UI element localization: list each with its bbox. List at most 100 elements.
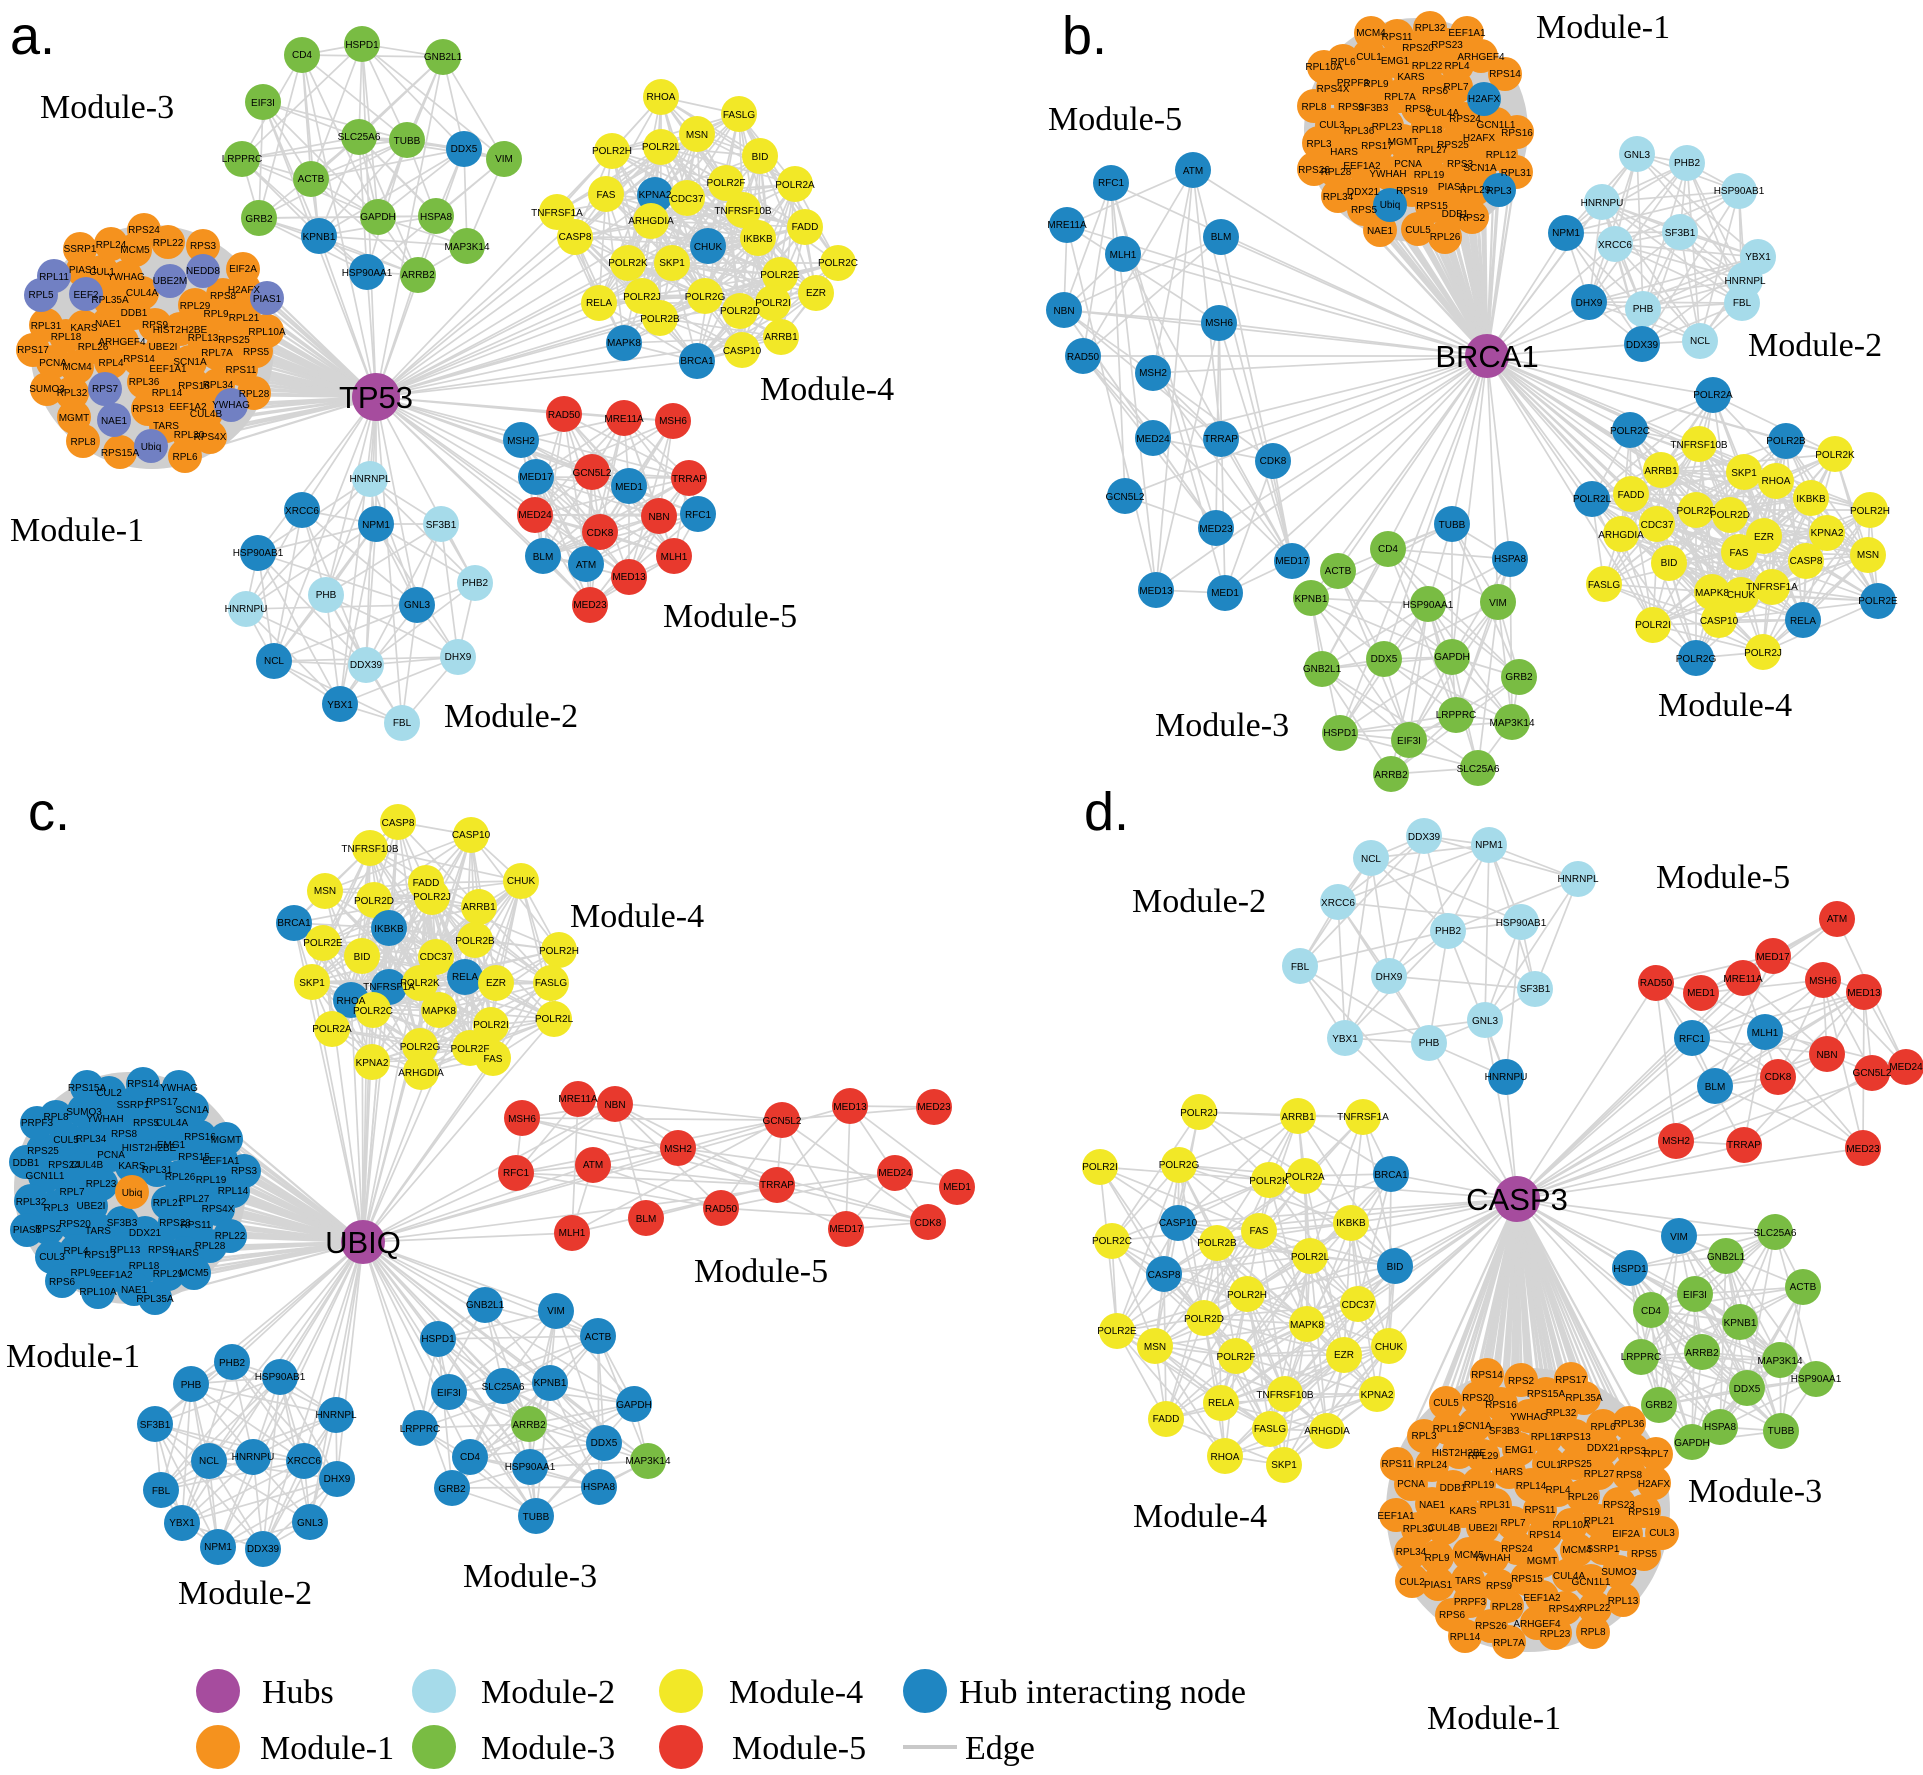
svg-text:KPNB1: KPNB1 [1295,594,1328,605]
svg-text:YBX1: YBX1 [327,700,353,711]
svg-text:HSP90AA1: HSP90AA1 [1403,600,1454,611]
svg-text:HSPD1: HSPD1 [345,40,379,51]
svg-text:TP53: TP53 [339,380,413,415]
svg-text:RPL26: RPL26 [165,1172,196,1183]
svg-text:YWHAG: YWHAG [107,272,145,283]
svg-text:DDB1: DDB1 [121,308,148,319]
svg-text:MED24: MED24 [1136,434,1170,445]
svg-text:RPL4: RPL4 [63,1246,88,1257]
svg-text:TUBB: TUBB [394,136,421,147]
svg-text:RPS16: RPS16 [184,1132,216,1143]
svg-text:ARHGDIA: ARHGDIA [628,216,674,227]
svg-text:Edge: Edge [965,1730,1035,1767]
svg-text:RPS15: RPS15 [1416,201,1448,212]
svg-text:ARHGEF4: ARHGEF4 [1513,1619,1561,1630]
svg-text:NAE1: NAE1 [121,1285,148,1296]
svg-text:CASP8: CASP8 [382,818,415,829]
svg-text:KPNB1: KPNB1 [303,232,336,243]
svg-text:GNB2L1: GNB2L1 [1707,1252,1746,1263]
svg-text:TUBB: TUBB [1439,520,1466,531]
svg-text:RPS14: RPS14 [127,1079,159,1090]
svg-text:RPS8: RPS8 [1616,1470,1643,1481]
svg-text:MAP3K14: MAP3K14 [1489,718,1534,729]
svg-text:RPL19: RPL19 [1414,170,1445,181]
svg-text:RPS8: RPS8 [1405,104,1432,115]
svg-text:POLR2J: POLR2J [413,892,451,903]
svg-text:PIAS1: PIAS1 [1424,1580,1453,1591]
svg-text:GNL3: GNL3 [404,600,431,611]
svg-text:TNFRSF1A: TNFRSF1A [363,982,415,993]
svg-text:YBX1: YBX1 [1745,252,1771,263]
svg-text:RPL12: RPL12 [1486,150,1517,161]
svg-text:RFC1: RFC1 [503,1168,530,1179]
svg-text:MSN: MSN [1144,1342,1166,1353]
svg-text:KARS: KARS [1449,1506,1477,1517]
svg-text:BLM: BLM [533,552,554,563]
svg-text:CUL5: CUL5 [53,1135,79,1146]
svg-text:MLH1: MLH1 [1110,250,1137,261]
svg-text:RPL34: RPL34 [1323,192,1354,203]
svg-text:NAE1: NAE1 [101,416,128,427]
svg-text:RPL18: RPL18 [1412,125,1443,136]
svg-text:HNRNPU: HNRNPU [225,604,268,615]
svg-text:HSP90AB1: HSP90AB1 [1496,918,1547,929]
svg-text:RPS15A: RPS15A [1527,1389,1566,1400]
svg-text:KPNB1: KPNB1 [1724,1318,1757,1329]
svg-text:POLR2E: POLR2E [1097,1326,1137,1337]
svg-text:TNFRSF1A: TNFRSF1A [531,208,583,219]
svg-text:GNB2L1: GNB2L1 [466,1300,505,1311]
svg-text:MSH6: MSH6 [1809,976,1837,987]
svg-text:RPL30: RPL30 [1403,1524,1434,1535]
svg-text:GAPDH: GAPDH [616,1400,652,1411]
svg-text:RPL22: RPL22 [215,1231,246,1242]
svg-text:NBN: NBN [1816,1050,1837,1061]
svg-text:RPS24: RPS24 [1449,114,1481,125]
svg-text:RHOA: RHOA [337,996,366,1007]
svg-text:TNFRSF1A: TNFRSF1A [1746,582,1798,593]
svg-text:MED13: MED13 [1847,988,1881,999]
svg-text:RPS25: RPS25 [1437,140,1469,151]
svg-text:Module-3: Module-3 [463,1558,597,1595]
svg-text:RPL23: RPL23 [86,1179,117,1190]
svg-text:MED13: MED13 [833,1102,867,1113]
svg-text:RPS17: RPS17 [1555,1375,1587,1386]
svg-text:RPL32: RPL32 [57,388,88,399]
svg-text:FASLG: FASLG [535,978,567,989]
svg-text:DDX5: DDX5 [591,1438,618,1449]
svg-text:SCN1A: SCN1A [173,357,207,368]
svg-text:Module-2: Module-2 [481,1674,615,1711]
svg-text:DDX39: DDX39 [247,1544,280,1555]
svg-text:TRRAP: TRRAP [760,1180,794,1191]
svg-text:Module-3: Module-3 [1155,707,1289,744]
svg-text:SUMO3: SUMO3 [66,1107,102,1118]
svg-text:POLR2H: POLR2H [1850,506,1890,517]
svg-text:RPS3: RPS3 [1447,159,1474,170]
svg-text:HNRNPL: HNRNPL [349,474,391,485]
svg-text:RPL4: RPL4 [1545,1485,1570,1496]
svg-text:ARHGEF4: ARHGEF4 [98,337,146,348]
svg-text:RPS9: RPS9 [1486,1581,1513,1592]
svg-text:FAS: FAS [484,1054,503,1065]
svg-text:ACTB: ACTB [298,174,325,185]
svg-text:Ubiq: Ubiq [1380,200,1401,211]
svg-text:POLR2H: POLR2H [1227,1290,1267,1301]
svg-text:FADD: FADD [1618,490,1645,501]
svg-text:RPS16: RPS16 [1485,1400,1517,1411]
svg-text:MED17: MED17 [829,1224,863,1235]
svg-text:RPS2: RPS2 [1459,213,1486,224]
svg-text:MLH1: MLH1 [661,552,688,563]
svg-text:VIM: VIM [1489,598,1507,609]
svg-text:SSRP1: SSRP1 [1587,1544,1620,1555]
svg-text:YWHAG: YWHAG [160,1083,198,1094]
svg-text:RPL19: RPL19 [196,1175,227,1186]
svg-text:HNRNPL: HNRNPL [1724,276,1766,287]
svg-text:RPL27: RPL27 [1584,1469,1615,1480]
svg-text:CUL4B: CUL4B [71,1160,104,1171]
svg-text:RPL9: RPL9 [70,1268,95,1279]
svg-text:PHB2: PHB2 [462,578,489,589]
svg-text:CUL5: CUL5 [1405,225,1431,236]
svg-text:CDK8: CDK8 [1260,456,1287,467]
svg-text:XRCC6: XRCC6 [1321,898,1355,909]
svg-text:CHUK: CHUK [1375,1342,1404,1353]
svg-text:EIF2A: EIF2A [229,264,257,275]
